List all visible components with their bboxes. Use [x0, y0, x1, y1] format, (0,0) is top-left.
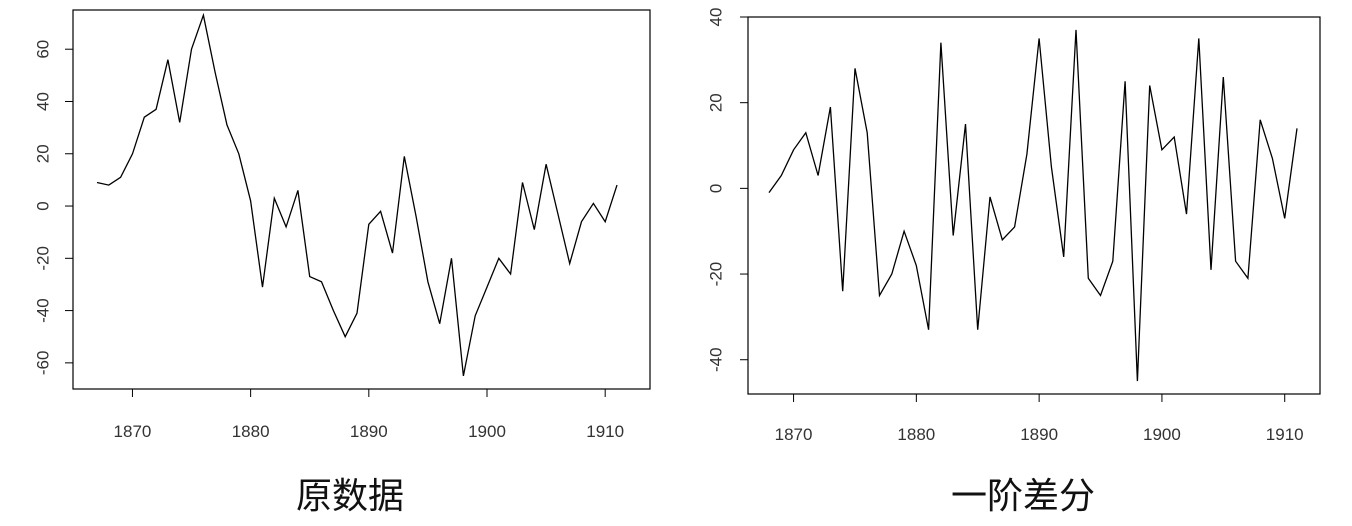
y-tick-label: -20 [33, 246, 52, 271]
x-tick-label: 1880 [897, 425, 935, 444]
x-tick-label: 1890 [1020, 425, 1058, 444]
y-tick-label: -20 [706, 262, 725, 287]
y-tick-label: 60 [33, 40, 52, 59]
x-tick-label: 1870 [114, 422, 152, 441]
chart-caption: 原数据 [296, 476, 404, 517]
y-tick-label: 20 [706, 93, 725, 112]
x-tick-label: 1910 [586, 422, 624, 441]
y-tick-label: -40 [33, 298, 52, 323]
plot-frame [747, 16, 1321, 395]
x-tick-label: 1880 [232, 422, 270, 441]
y-tick-label: 0 [33, 201, 52, 210]
y-tick-label: 20 [33, 144, 52, 163]
y-tick-label: -40 [706, 347, 725, 372]
y-tick-label: 0 [706, 184, 725, 193]
plot-frame [72, 9, 651, 390]
series-line [768, 29, 1298, 382]
chart-panel-first-difference: -40 -20 0 20 40 1870 1880 1890 1900 1910 一阶差分 [706, 8, 1321, 517]
series-line [96, 12, 618, 377]
y-tick-label: -60 [33, 351, 52, 376]
x-tick-label: 1900 [468, 422, 506, 441]
x-tick-label: 1900 [1143, 425, 1181, 444]
y-tick-label: 40 [33, 92, 52, 111]
x-tick-label: 1870 [775, 425, 813, 444]
x-tick-label: 1910 [1266, 425, 1304, 444]
y-tick-label: 40 [706, 8, 725, 27]
chart-caption: 一阶差分 [951, 476, 1095, 517]
chart-panel-original-data: -60 -40 -20 0 20 40 60 1870 1880 1890 1900 1910 原数据 [33, 9, 651, 517]
x-tick-label: 1890 [350, 422, 388, 441]
